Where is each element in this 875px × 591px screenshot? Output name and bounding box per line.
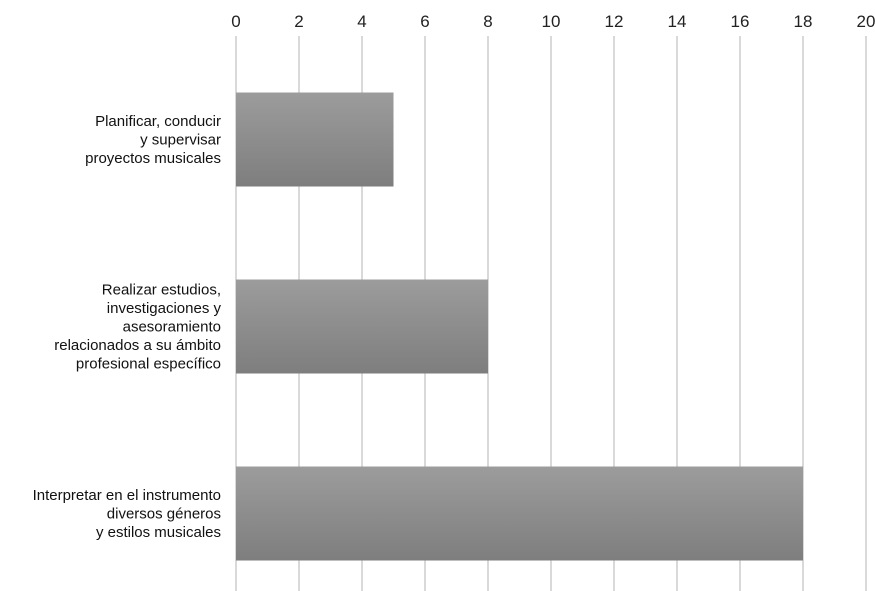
x-tick-label: 2	[294, 12, 303, 31]
category-label-line: Realizar estudios,	[102, 282, 221, 299]
category-label-line: relacionados a su ámbito	[54, 337, 221, 354]
category-label-line: y supervisar	[140, 132, 221, 149]
bars	[236, 92, 803, 561]
category-label-line: y estilos musicales	[96, 524, 221, 541]
x-tick-label: 8	[483, 12, 492, 31]
x-tick-label: 18	[794, 12, 813, 31]
category-label-line: Planificar, conducir	[95, 113, 221, 130]
x-tick-label: 0	[231, 12, 240, 31]
category-label-line: investigaciones y	[107, 300, 222, 317]
category-label-line: Interpretar en el instrumento	[33, 487, 221, 504]
category-label: Realizar estudios, investigaciones y aseso…	[54, 282, 221, 373]
x-axis-ticks: 0 2 4 6 8 10 12 14 16 18 20	[231, 12, 875, 31]
x-tick-label: 4	[357, 12, 366, 31]
x-tick-label: 14	[668, 12, 687, 31]
x-tick-label: 12	[605, 12, 624, 31]
bar	[236, 466, 803, 561]
x-tick-label: 16	[731, 12, 750, 31]
x-tick-label: 6	[420, 12, 429, 31]
category-label-line: proyectos musicales	[85, 150, 221, 167]
category-labels: Planificar, conducir y supervisar proyecto…	[33, 113, 222, 541]
bar	[236, 92, 394, 187]
x-tick-label: 10	[542, 12, 561, 31]
category-label: Planificar, conducir y supervisar proyecto…	[85, 113, 221, 167]
bar	[236, 279, 488, 374]
category-label-line: profesional específico	[76, 356, 221, 373]
category-label-line: asesoramiento	[123, 319, 221, 336]
category-label: Interpretar en el instrumento diversos gé…	[33, 487, 221, 541]
x-tick-label: 20	[857, 12, 875, 31]
category-label-line: diversos géneros	[107, 506, 221, 523]
